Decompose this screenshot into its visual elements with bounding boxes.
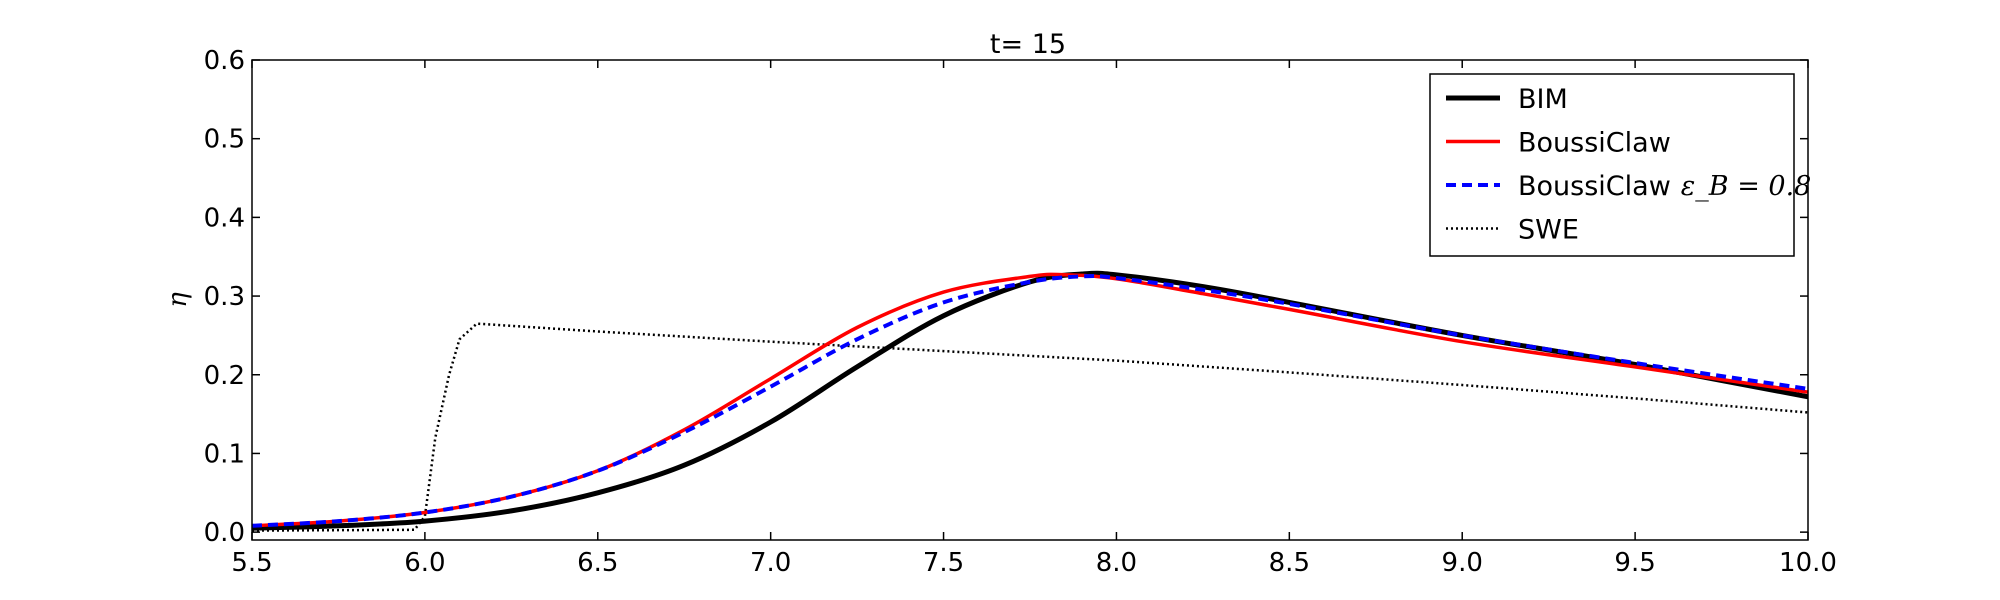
x-tick-label: 7.0: [750, 548, 791, 578]
chart-title: t= 15: [990, 29, 1066, 60]
y-axis-label: η: [163, 292, 193, 308]
axis-ticks: 5.5 6.0 6.5 7.0 7.5 8.0 8.5 9.0 9.5 10.0 0.0 0.1 0.2…: [204, 46, 1837, 578]
legend-label-2: BoussiClaw: [1518, 171, 1671, 202]
x-tick-label: 9.5: [1614, 548, 1655, 578]
x-tick-label: 6.5: [577, 548, 618, 578]
y-tick-label: 0.6: [204, 46, 245, 76]
series-line-1: [252, 272, 1808, 528]
plot-area: [252, 270, 1808, 532]
plot-frame: [251, 59, 1809, 541]
legend-box: [1429, 73, 1795, 257]
x-tick-label: 6.0: [404, 548, 445, 578]
x-tick-label: 8.5: [1269, 548, 1310, 578]
legend-label-1: BoussiClaw: [1518, 128, 1671, 159]
legend-label-0: BIM: [1518, 84, 1568, 115]
legend: BIM BoussiClaw BoussiClaw ε_B = 0.8 SWE: [1429, 73, 1812, 257]
y-tick-label: 0.3: [204, 282, 245, 312]
x-tick-label: 7.5: [923, 548, 964, 578]
y-tick-label: 0.2: [204, 361, 245, 391]
x-tick-label: 10.0: [1779, 548, 1837, 578]
legend-math-label: ε_B = 0.8: [1681, 171, 1812, 202]
legend-label-3: SWE: [1518, 215, 1579, 246]
series-line-2: [252, 273, 1808, 528]
series-line-3: [252, 322, 1808, 532]
x-tick-label: 5.5: [231, 548, 272, 578]
x-tick-label: 9.0: [1442, 548, 1483, 578]
y-tick-label: 0.5: [204, 125, 245, 155]
x-tick-label: 8.0: [1096, 548, 1137, 578]
y-tick-label: 0.4: [204, 203, 245, 233]
series-line-0: [252, 270, 1808, 531]
y-tick-label: 0.1: [204, 439, 245, 469]
y-tick-label: 0.0: [204, 518, 245, 548]
